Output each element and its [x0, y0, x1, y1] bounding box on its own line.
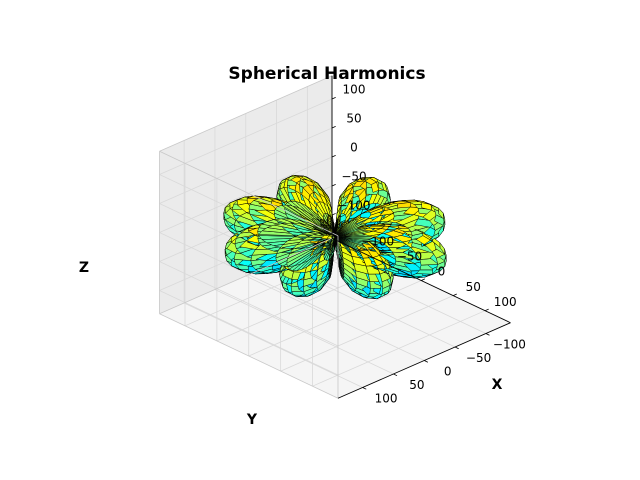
grid-line-z	[159, 98, 333, 175]
surface-patch	[317, 182, 330, 199]
grid-line-y	[183, 302, 363, 388]
x-tick-label: 100	[494, 295, 517, 309]
y-tick-label: −100	[493, 338, 526, 352]
z-tick	[331, 126, 336, 129]
x-tick	[421, 278, 426, 281]
y-tick	[362, 387, 367, 390]
chart-title: Spherical Harmonics	[228, 64, 425, 84]
grid-line-z	[159, 127, 333, 204]
harmonic-surface	[223, 174, 447, 300]
grid-lines	[159, 86, 487, 388]
x-tick-label: −100	[361, 235, 394, 249]
y-tick	[485, 333, 490, 336]
x-tick	[452, 293, 457, 296]
grid-line-y	[245, 275, 425, 361]
z-tick-label: −50	[341, 169, 366, 183]
y-axis-label: Y	[246, 412, 258, 428]
z-tick-label: 0	[350, 140, 358, 154]
x-tick-label: −50	[397, 250, 422, 264]
x-tick	[484, 308, 489, 312]
x-axis-label: X	[492, 377, 503, 393]
pane-edge	[159, 313, 339, 399]
z-tick	[331, 184, 336, 187]
z-tick-label: 100	[343, 82, 366, 96]
z-tick	[331, 96, 336, 100]
z-tick-label: 50	[346, 111, 361, 125]
grid-line-y	[307, 248, 487, 334]
z-tick	[331, 213, 336, 216]
y-tick	[393, 373, 398, 377]
pane-edge	[159, 150, 339, 237]
y-tick-label: 50	[409, 378, 424, 392]
y-tick	[424, 360, 429, 363]
z-axis-label: Z	[79, 260, 89, 276]
y-tick	[454, 346, 459, 350]
y-tick-label: 0	[444, 365, 452, 379]
y-tick-label: −50	[466, 351, 491, 365]
x-tick	[357, 248, 362, 251]
y-tick-label: 100	[375, 392, 398, 406]
surface-patch	[439, 242, 446, 255]
surface-patch	[438, 208, 444, 220]
z-tick-label: −100	[338, 198, 371, 212]
grid-line-z	[159, 156, 333, 233]
x-tick-label: 0	[438, 265, 446, 279]
x-tick-label: 50	[466, 280, 481, 294]
pane-edge	[159, 75, 333, 152]
grid-line-y	[214, 289, 394, 375]
z-tick	[331, 155, 336, 158]
grid-line-z	[159, 261, 339, 347]
grid-line-z	[159, 290, 339, 376]
x-tick	[389, 263, 394, 266]
pane-edge	[159, 237, 333, 315]
surface-patch	[384, 182, 390, 196]
